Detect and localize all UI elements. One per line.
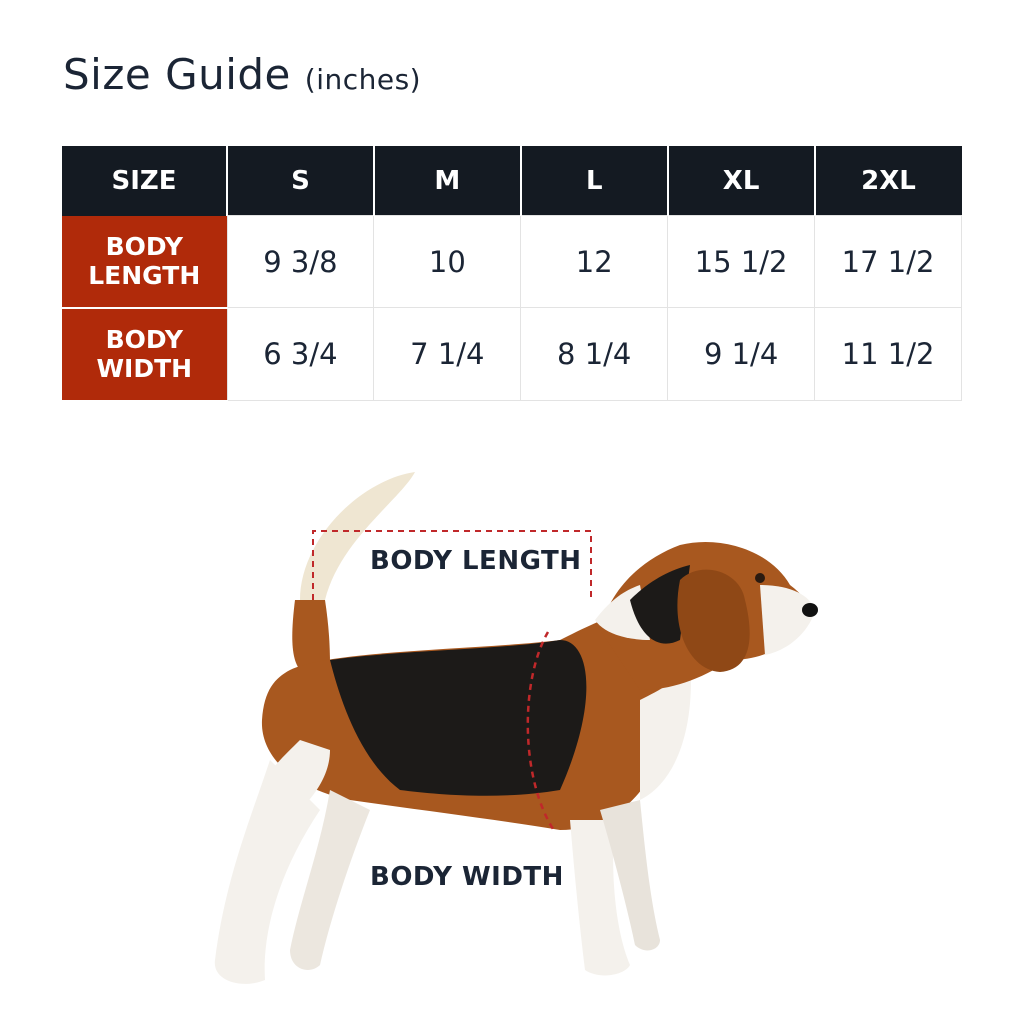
page-title: Size Guide (inches) <box>63 50 421 99</box>
body-width-label: BODY WIDTH <box>370 862 564 892</box>
table-cell: 9 3/8 <box>226 215 375 308</box>
row-label-line: WIDTH <box>96 354 193 383</box>
table-cell: 6 3/4 <box>226 307 375 401</box>
title-unit: (inches) <box>304 63 422 96</box>
body-width-guide <box>526 631 557 833</box>
header-xl: XL <box>667 146 816 216</box>
table-row-body-width: BODY WIDTH 6 3/4 7 1/4 8 1/4 9 1/4 11 1/2 <box>62 307 962 402</box>
table-cell: 8 1/4 <box>520 307 669 401</box>
header-s: S <box>227 146 375 216</box>
row-label: BODY WIDTH <box>62 307 227 402</box>
table-cell: 15 1/2 <box>667 215 816 308</box>
table-cell: 12 <box>520 215 669 308</box>
table-cell: 7 1/4 <box>373 307 522 401</box>
table-row-body-length: BODY LENGTH 9 3/8 10 12 15 1/2 17 1/2 <box>62 215 962 309</box>
title-text: Size Guide <box>63 50 291 99</box>
table-cell: 10 <box>373 215 522 308</box>
header-m: M <box>373 146 522 216</box>
body-length-guide <box>312 530 592 600</box>
size-table: SIZE S M L XL 2XL BODY LENGTH 9 3/8 10 12… <box>62 146 962 402</box>
row-label-line: BODY <box>105 232 183 261</box>
row-label-line: BODY <box>105 325 183 354</box>
header-l: L <box>520 146 669 216</box>
table-cell: 11 1/2 <box>814 307 962 401</box>
beagle-illustration <box>214 472 818 984</box>
table-cell: 9 1/4 <box>667 307 816 401</box>
row-label: BODY LENGTH <box>62 215 227 309</box>
table-header-row: SIZE S M L XL 2XL <box>62 146 962 216</box>
row-label-line: LENGTH <box>88 261 201 290</box>
header-2xl: 2XL <box>814 146 962 216</box>
body-length-label: BODY LENGTH <box>370 546 582 576</box>
header-size: SIZE <box>62 146 228 216</box>
table-cell: 17 1/2 <box>814 215 962 308</box>
